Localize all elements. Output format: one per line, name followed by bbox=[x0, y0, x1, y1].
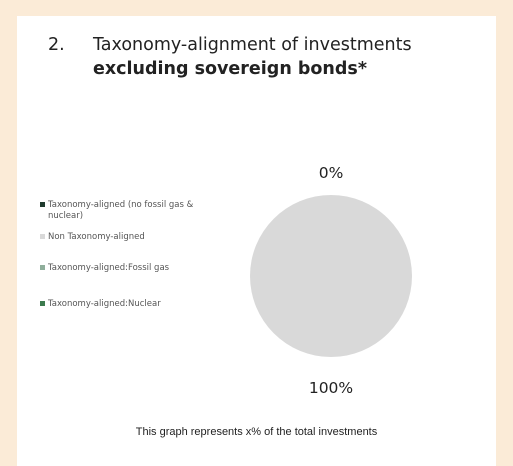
legend-label: Taxonomy-aligned (no fossil gas & nuclea… bbox=[48, 200, 194, 221]
heading-title-line1: Taxonomy-alignment of investments bbox=[93, 35, 412, 55]
legend-swatch bbox=[40, 301, 45, 306]
heading-title-line2: excluding sovereign bonds* bbox=[93, 59, 367, 79]
chart-footnote: This graph represents x% of the total in… bbox=[135, 426, 378, 438]
legend-label: Non Taxonomy-aligned bbox=[48, 232, 145, 242]
legend-swatch bbox=[40, 202, 45, 207]
data-label-bottom: 100% bbox=[308, 379, 354, 397]
legend-item-nuclear: Taxonomy-aligned:Nuclear bbox=[40, 299, 200, 310]
legend-item-aligned-no-gas-nuclear: Taxonomy-aligned (no fossil gas & nuclea… bbox=[40, 200, 200, 222]
data-label-top: 0% bbox=[318, 164, 344, 182]
heading-number: 2. bbox=[48, 35, 65, 55]
legend-label: Taxonomy-aligned:Nuclear bbox=[48, 299, 161, 309]
legend-label: Taxonomy-aligned:Fossil gas bbox=[48, 263, 170, 273]
legend-item-non-aligned: Non Taxonomy-aligned bbox=[40, 232, 200, 243]
legend-item-fossil-gas: Taxonomy-aligned:Fossil gas bbox=[40, 263, 200, 274]
chart-card bbox=[17, 16, 496, 466]
pie-slice-1 bbox=[250, 195, 412, 357]
legend-swatch bbox=[40, 265, 45, 270]
legend-swatch bbox=[40, 234, 45, 239]
